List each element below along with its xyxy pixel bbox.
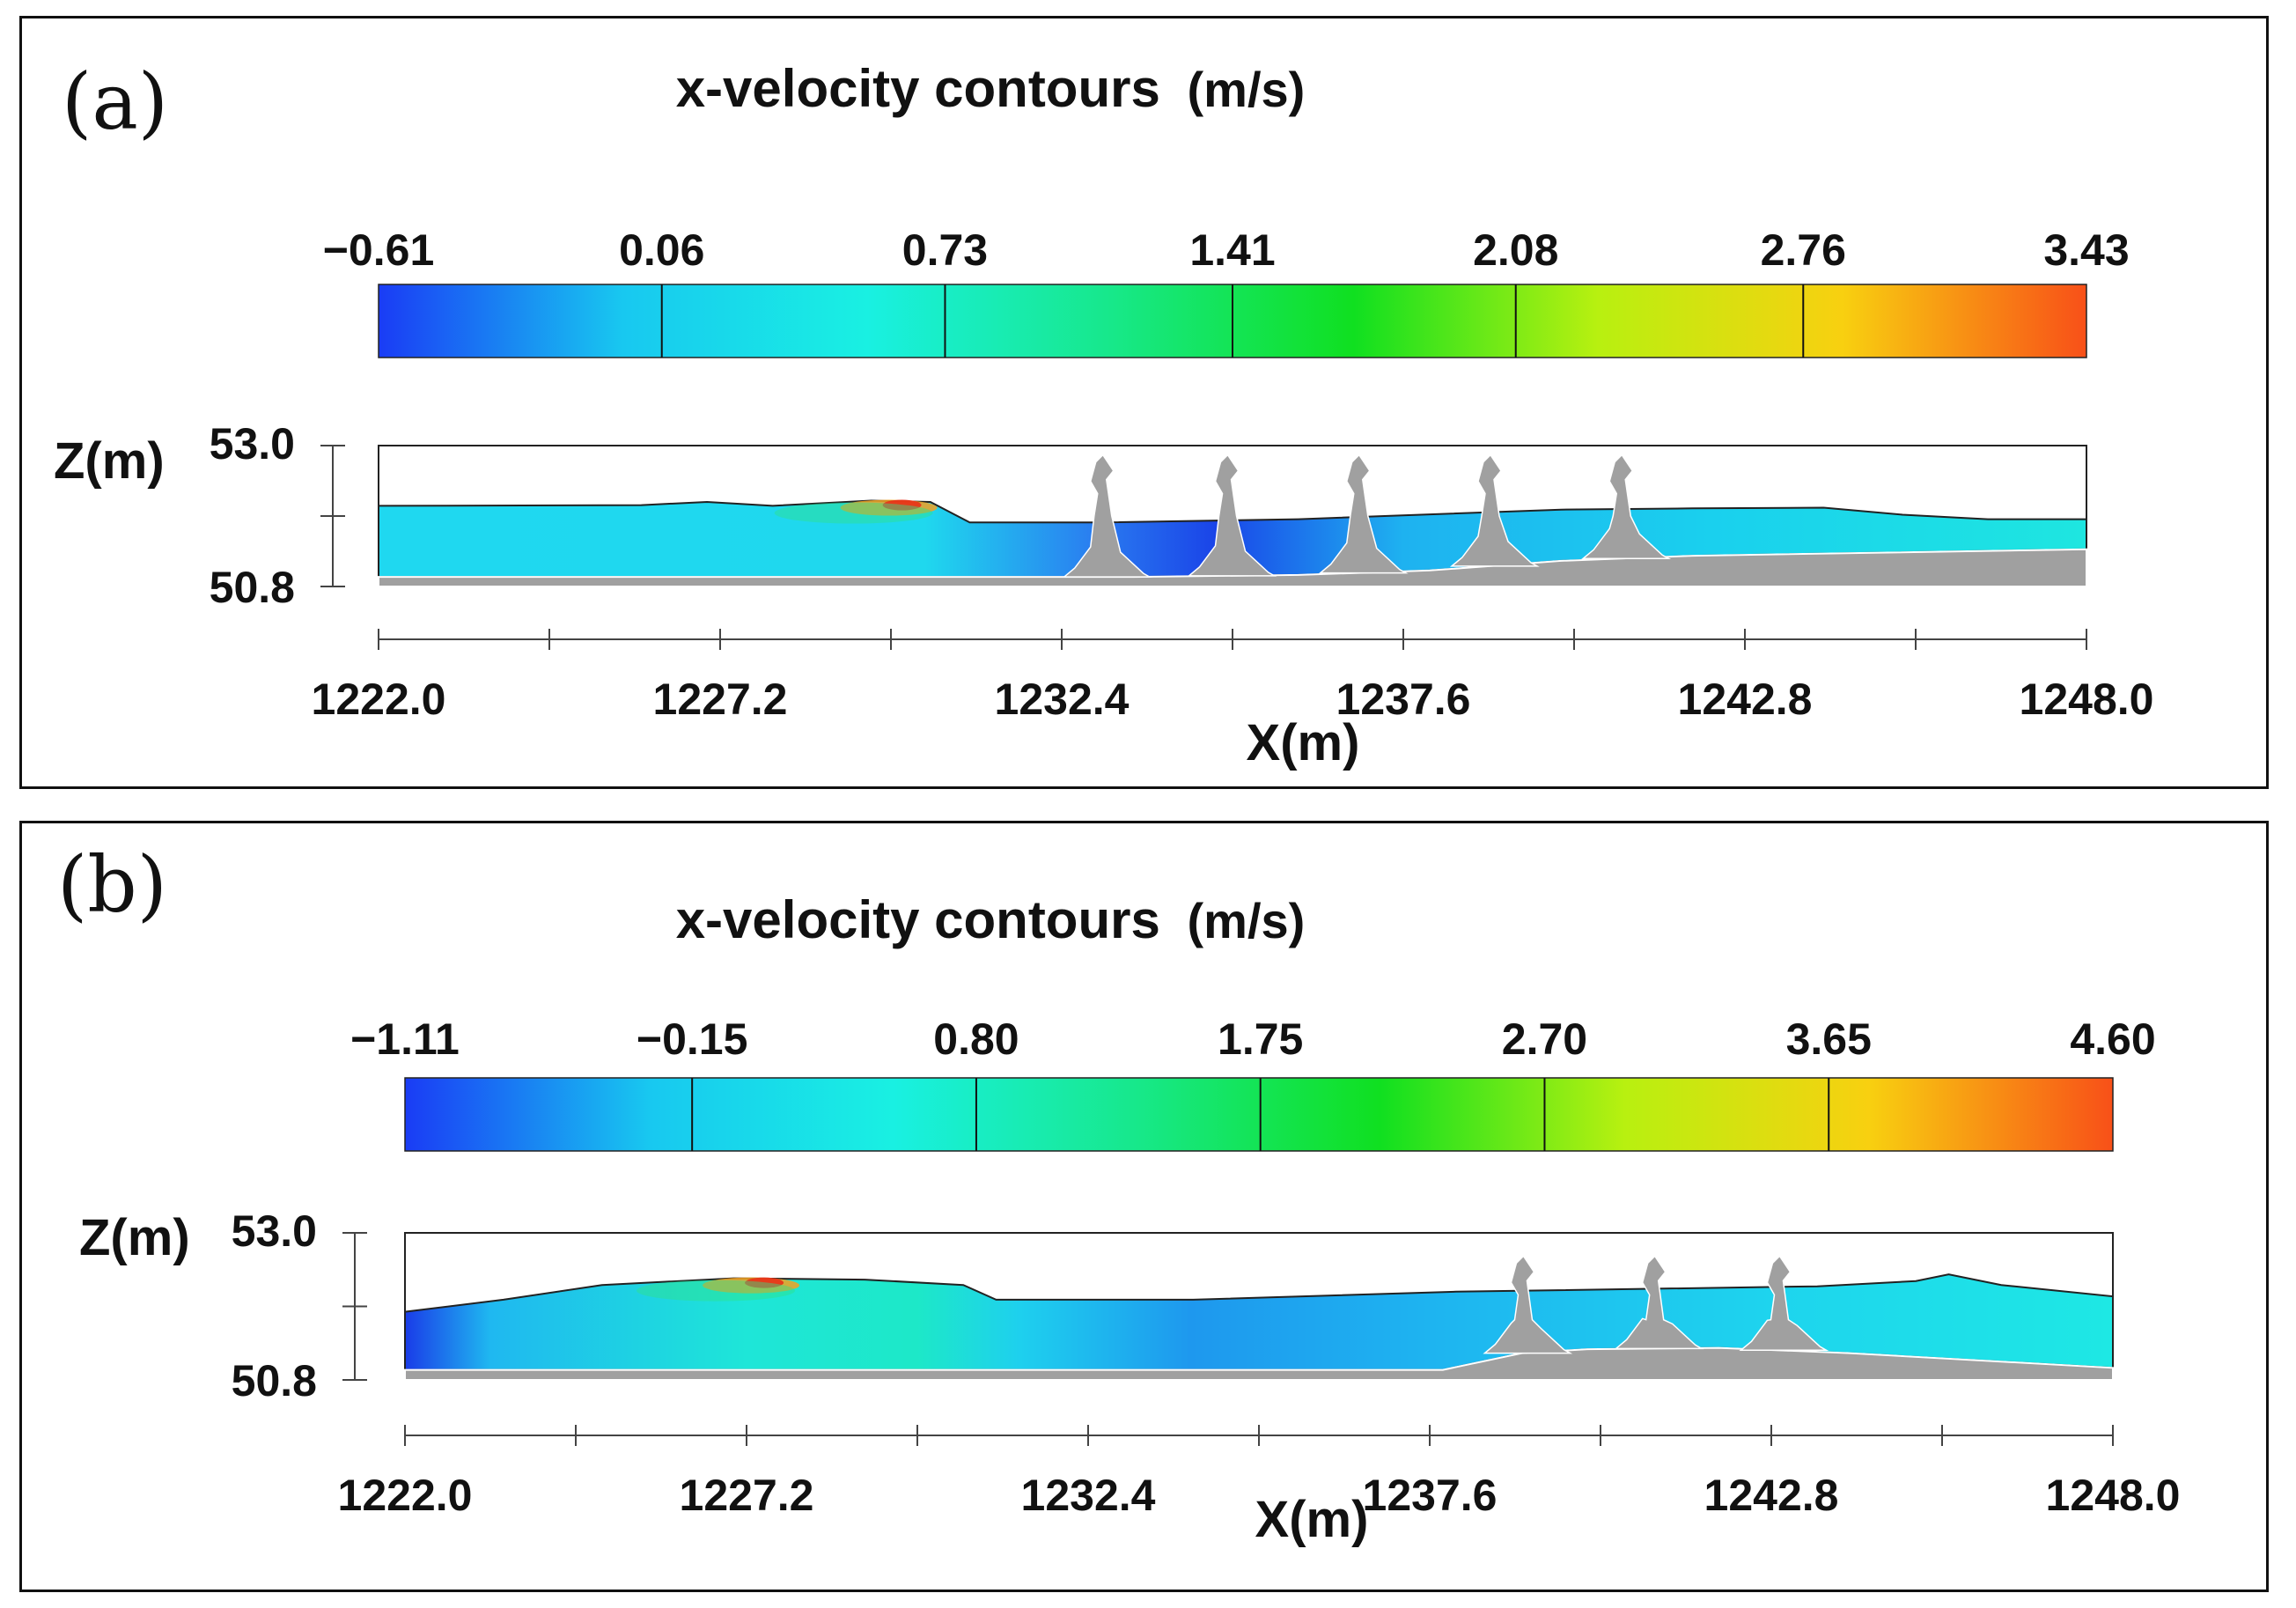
y-axis-label: Z(m) <box>54 432 165 490</box>
x-tick-label: 1237.6 <box>1363 1471 1498 1520</box>
colorbar-tick-label: 1.75 <box>1218 1014 1303 1064</box>
x-tick-label: 1242.8 <box>1704 1471 1839 1520</box>
title-unit: (m/s) <box>1188 62 1306 117</box>
colorbar-tick-label: −0.61 <box>323 225 435 275</box>
x-axis: 1222.0 1227.2 1232.4 1237.6 1242.8 1248.0 <box>312 629 2154 724</box>
colorbar-tick-label: 3.65 <box>1786 1014 1872 1064</box>
x-tick-label: 1248.0 <box>2046 1471 2181 1520</box>
colorbar-tick-label: 2.76 <box>1761 225 1846 275</box>
pier <box>1581 454 1672 560</box>
contour-plot <box>404 1232 2114 1381</box>
colorbar-tick-label: 0.73 <box>902 225 988 275</box>
panel-label: (a) <box>62 56 168 147</box>
x-tick-label: 1242.8 <box>1678 675 1813 724</box>
colorbar: −1.11 −0.15 0.80 1.75 2.70 3.65 4.60 <box>350 1014 2156 1152</box>
x-tick-label: 1232.4 <box>1021 1471 1156 1520</box>
pier <box>1739 1255 1829 1352</box>
panel-a: (a) x-velocity contours (m/s) −0.61 0.06 0… <box>19 16 2269 789</box>
y-tick-label: 50.8 <box>232 1356 317 1405</box>
x-tick-label: 1232.4 <box>995 675 1130 724</box>
colorbar-tick-label: 3.43 <box>2043 225 2129 275</box>
pier <box>1449 454 1540 567</box>
chart-a: (a) x-velocity contours (m/s) −0.61 0.06 0… <box>54 56 2154 771</box>
svg-text:x-velocity contours (m/s: x-velocity contours (m/s) <box>676 890 1306 949</box>
x-axis: 1222.0 1227.2 1232.4 1237.6 1242.8 1248.0 <box>338 1425 2181 1520</box>
colorbar-tick-label: −1.11 <box>350 1014 460 1064</box>
velocity-hotspot <box>745 1277 784 1288</box>
colorbar-tick-label: 0.80 <box>933 1014 1019 1064</box>
velocity-hotspot <box>637 1280 796 1302</box>
chart-title: x-velocity contours <box>676 59 1160 118</box>
colorbar-bar <box>404 1077 2114 1152</box>
pier <box>1318 454 1409 574</box>
title-unit: (m/s) <box>1188 893 1306 948</box>
y-axis: 53.0 50.8 <box>210 419 345 612</box>
pier <box>1187 454 1277 577</box>
colorbar: −0.61 0.06 0.73 1.41 2.08 2.76 3.43 <box>323 225 2130 358</box>
colorbar-tick-label: 2.08 <box>1473 225 1558 275</box>
chart-title: x-velocity contours <box>676 890 1160 949</box>
x-axis-label: X(m) <box>1247 714 1360 771</box>
pier <box>1483 1255 1573 1354</box>
pier <box>1614 1255 1704 1350</box>
x-tick-label: 1237.6 <box>1336 675 1471 724</box>
y-tick-label: 53.0 <box>232 1206 317 1256</box>
panel-b: (b) x-velocity contours (m/s) −1.11 −0.15… <box>19 821 2269 1592</box>
colorbar-tick-label: 1.41 <box>1189 225 1275 275</box>
chart-b: (b) x-velocity contours (m/s) −1.11 −0.15… <box>57 839 2181 1548</box>
colorbar-tick-label: −0.15 <box>637 1014 748 1064</box>
panel-label: (b) <box>57 839 167 930</box>
svg-text:x-velocity contours (m/s: x-velocity contours (m/s) <box>676 59 1306 118</box>
y-tick-label: 50.8 <box>210 563 295 612</box>
pier <box>1062 454 1152 578</box>
x-axis-label: X(m) <box>1255 1491 1369 1548</box>
velocity-hotspot <box>882 499 922 511</box>
y-tick-label: 53.0 <box>210 419 295 468</box>
colorbar-tick-label: 4.60 <box>2070 1014 2155 1064</box>
contour-plot <box>378 445 2087 587</box>
x-tick-label: 1222.0 <box>338 1471 473 1520</box>
x-tick-label: 1227.2 <box>680 1471 814 1520</box>
colorbar-tick-label: 2.70 <box>1502 1014 1587 1064</box>
y-axis-label: Z(m) <box>79 1209 190 1266</box>
y-axis: 53.0 50.8 <box>232 1206 367 1405</box>
x-tick-label: 1222.0 <box>312 675 446 724</box>
velocity-hotspot <box>774 502 933 524</box>
colorbar-tick-label: 0.06 <box>619 225 704 275</box>
x-tick-label: 1227.2 <box>653 675 788 724</box>
x-tick-label: 1248.0 <box>2020 675 2154 724</box>
